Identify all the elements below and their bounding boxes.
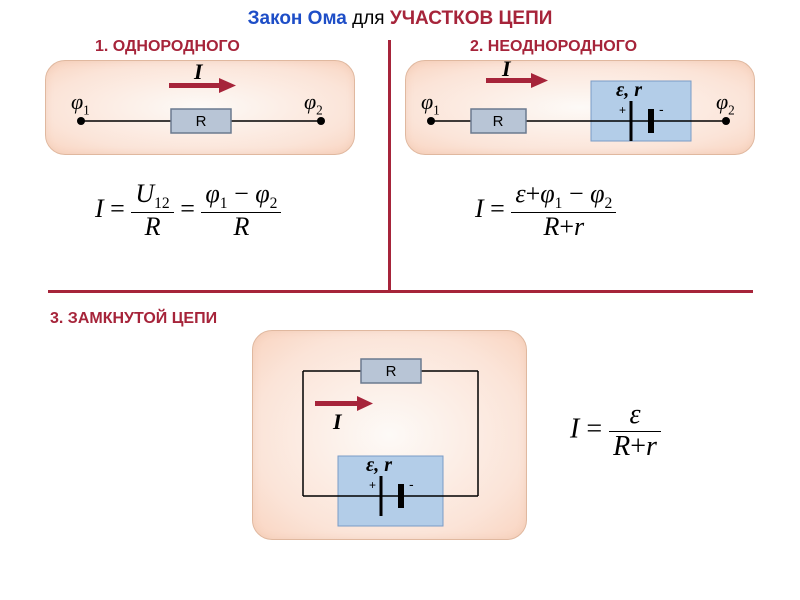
- svg-text:+: +: [619, 103, 626, 117]
- circuit1-panel: R φ1 φ2 I: [45, 60, 355, 155]
- section2-label: НЕОДНОРОДНОГО: [488, 38, 637, 55]
- formula1-frac2: φ1 − φ2R: [201, 180, 281, 242]
- section2-heading: 2. НЕОДНОРОДНОГО: [470, 38, 637, 56]
- circuit3-emf-label: ε, r: [366, 454, 392, 477]
- formula3-I: I: [570, 414, 579, 445]
- formula2-frac: ε+φ1 − φ2R+r: [511, 180, 616, 242]
- page-title: Закон Ома для УЧАСТКОВ ЦЕПИ: [0, 0, 800, 30]
- svg-text:-: -: [409, 476, 414, 492]
- formula2: I = ε+φ1 − φ2R+r: [475, 180, 616, 242]
- section3-number: 3.: [50, 310, 63, 327]
- circuit1-phi1: φ1: [71, 89, 90, 118]
- circuit3-I: I: [333, 409, 342, 435]
- title-part2: для: [347, 8, 390, 29]
- title-part1: Закон Ома: [248, 8, 347, 29]
- vertical-divider: [388, 40, 391, 290]
- circuit2-I: I: [502, 56, 511, 82]
- circuit3-panel: R + - I ε, r: [252, 330, 527, 540]
- circuit1-I: I: [194, 59, 203, 85]
- section3-heading: 3. ЗАМКНУТОЙ ЦЕПИ: [50, 310, 217, 328]
- formula1-frac1: U12R: [131, 180, 173, 242]
- section1-heading: 1. ОДНОРОДНОГО: [95, 38, 240, 56]
- circuit3-svg: R + -: [253, 331, 528, 541]
- svg-text:+: +: [369, 478, 376, 492]
- section2-number: 2.: [470, 38, 483, 55]
- horizontal-divider: [48, 290, 753, 293]
- section1-label: ОДНОРОДНОГО: [113, 38, 240, 55]
- section3-label: ЗАМКНУТОЙ ЦЕПИ: [68, 310, 217, 327]
- circuit2-panel: R + - φ1 φ2 I ε, r: [405, 60, 755, 155]
- formula3: I = εR+r: [570, 400, 661, 463]
- svg-text:R: R: [493, 113, 504, 130]
- circuit1-R-text: R: [196, 113, 207, 130]
- svg-text:-: -: [659, 101, 664, 117]
- formula1: I = U12R = φ1 − φ2R: [95, 180, 281, 242]
- formula2-I: I: [475, 194, 484, 223]
- circuit2-phi1: φ1: [421, 89, 440, 118]
- section1-number: 1.: [95, 38, 108, 55]
- circuit1-phi2: φ2: [304, 89, 323, 118]
- formula1-I: I: [95, 194, 104, 223]
- svg-text:R: R: [386, 363, 397, 380]
- circuit2-phi2: φ2: [716, 89, 735, 118]
- formula3-frac: εR+r: [609, 400, 661, 463]
- title-part3: УЧАСТКОВ ЦЕПИ: [390, 8, 553, 29]
- circuit2-svg: R + -: [406, 61, 756, 156]
- circuit2-emf-label: ε, r: [616, 79, 642, 102]
